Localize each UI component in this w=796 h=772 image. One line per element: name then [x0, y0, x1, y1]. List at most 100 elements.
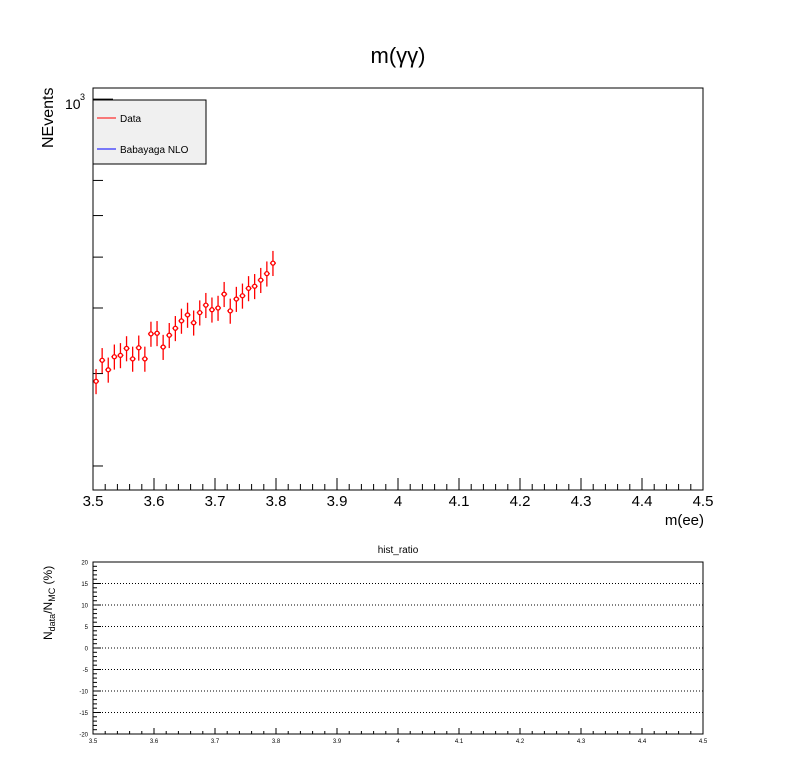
data-point	[215, 295, 222, 321]
legend-babayaga-label: Babayaga NLO	[120, 145, 189, 156]
ratio-x-tick-label: 4.2	[516, 739, 525, 745]
ratio-plot-frame	[92, 561, 704, 735]
ratio-x-tick-label: 3.5	[89, 739, 98, 745]
y-tick-label-base: 10	[65, 96, 81, 112]
data-marker	[215, 305, 221, 311]
data-point	[251, 274, 258, 300]
data-point	[117, 343, 124, 369]
data-marker	[227, 308, 233, 314]
data-marker	[221, 291, 227, 297]
data-point	[123, 336, 130, 362]
data-point	[227, 298, 234, 324]
ratio-x-tick-label: 3.9	[333, 739, 342, 745]
data-marker	[142, 356, 148, 362]
legend: Data Babayaga NLO	[92, 99, 207, 165]
data-point	[105, 357, 112, 383]
data-marker	[270, 260, 276, 266]
data-point	[196, 300, 203, 326]
data-marker	[105, 367, 111, 373]
data-marker	[258, 277, 264, 283]
ratio-plot-panel: hist_ratio Ndata/NMC (%) 3.5 3.6 3.7 3.8 3.9…	[41, 545, 708, 745]
ratio-x-tick-label: 3.6	[150, 739, 159, 745]
ratio-x-tick-label: 4.3	[577, 739, 586, 745]
data-marker	[117, 352, 124, 358]
ratio-grid	[93, 583, 703, 713]
main-plot-frame	[92, 87, 704, 491]
main-y-axis-label: NEvents	[40, 88, 57, 148]
ratio-y-tick-label: 15	[81, 582, 88, 588]
data-marker	[93, 378, 99, 384]
ratio-y-axis-label: Ndata/NMC (%)	[41, 566, 57, 640]
data-point	[135, 335, 142, 361]
main-x-tick-label: 3.6	[144, 493, 165, 510]
ratio-y-tick-label: 5	[85, 625, 89, 631]
data-point	[239, 283, 246, 309]
ratio-y-tick-label: -15	[79, 711, 88, 717]
data-marker	[99, 357, 105, 363]
main-x-tick-label: 4.4	[632, 493, 653, 510]
data-point	[111, 344, 118, 370]
main-x-tick-label: 4	[394, 493, 402, 510]
data-point	[269, 250, 276, 277]
data-marker	[136, 345, 142, 351]
main-x-axis-label: m(ee)	[665, 512, 704, 529]
data-marker	[190, 320, 197, 326]
data-marker	[178, 318, 185, 324]
data-marker	[172, 325, 179, 331]
data-point	[172, 316, 179, 342]
ratio-x-tick-labels: 3.5 3.6 3.7 3.8 3.9 4 4.1 4.2 4.3 4.4 4.5	[89, 739, 708, 745]
main-plot-title: m(γγ)	[371, 43, 426, 68]
data-point	[233, 286, 240, 312]
data-point	[221, 281, 228, 308]
ratio-x-tick-label: 4.5	[699, 739, 708, 745]
data-point	[166, 322, 173, 349]
data-marker	[148, 331, 154, 337]
data-marker	[245, 285, 252, 291]
data-point	[99, 348, 106, 374]
ratio-y-tick-label: -10	[79, 690, 88, 696]
ratio-y-tick-label: 0	[85, 647, 89, 653]
data-marker	[251, 283, 258, 289]
ratio-x-tick-label: 4.4	[638, 739, 647, 745]
data-point	[184, 302, 191, 328]
ratio-y-tick-label: -20	[79, 733, 88, 739]
legend-data-label: Data	[120, 114, 142, 125]
data-point	[245, 276, 252, 302]
data-point	[154, 321, 161, 347]
data-series	[93, 250, 276, 395]
data-marker	[209, 307, 215, 313]
ratio-x-tick-label: 4.1	[455, 739, 464, 745]
ratio-y-tick-label: 20	[81, 561, 88, 567]
main-x-tick-label: 3.8	[266, 493, 287, 510]
main-x-tick-label: 4.3	[571, 493, 592, 510]
main-x-tick-label: 4.1	[449, 493, 470, 510]
data-point	[141, 346, 148, 372]
main-x-tick-label: 4.5	[693, 493, 714, 510]
main-x-tick-label: 4.2	[510, 493, 531, 510]
ratio-axis-ticks	[92, 561, 704, 735]
ratio-y-tick-labels: -20 -15 -10 -5 0 5 10 15 20	[79, 561, 88, 739]
main-x-tick-label: 3.9	[327, 493, 348, 510]
data-marker	[184, 312, 191, 318]
data-marker	[111, 354, 117, 360]
main-y-tick-label: 10 3	[65, 92, 85, 112]
data-marker	[154, 330, 160, 336]
data-point	[190, 310, 197, 336]
data-marker	[160, 344, 166, 350]
data-point	[160, 334, 167, 360]
data-point	[129, 346, 136, 372]
ratio-y-tick-label: 10	[81, 604, 88, 610]
ratio-x-tick-label: 4	[396, 739, 400, 745]
data-marker	[203, 302, 209, 308]
data-point	[202, 292, 209, 319]
data-marker	[197, 309, 203, 316]
data-point	[147, 321, 154, 347]
data-marker	[233, 296, 240, 302]
main-plot-panel: m(γγ) NEvents m(ee) 3.5 3.6 3.7 3.8 3.9 4 4.1 4…	[40, 43, 713, 529]
legend-box	[92, 99, 207, 165]
main-x-tick-label: 3.7	[205, 493, 226, 510]
main-x-tick-labels: 3.5 3.6 3.7 3.8 3.9 4 4.1 4.2 4.3 4.4 4.5	[83, 493, 714, 510]
y-tick-label-exponent: 3	[80, 92, 85, 102]
data-point	[93, 369, 100, 395]
